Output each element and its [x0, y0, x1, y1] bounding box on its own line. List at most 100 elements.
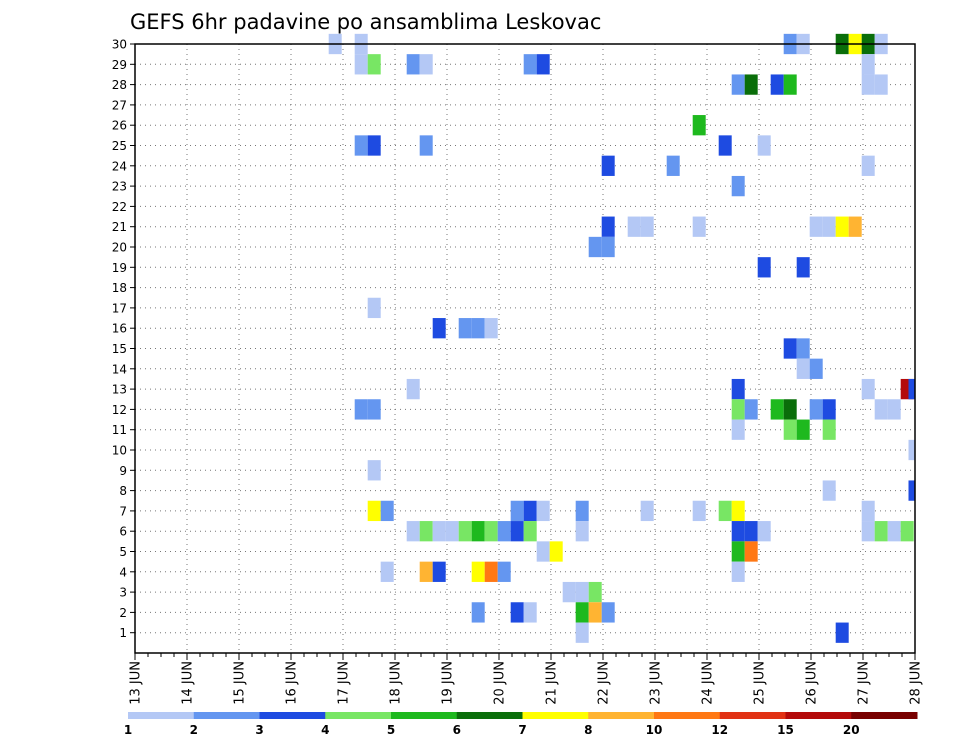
ensemble-cell	[809, 358, 823, 379]
ensemble-cell	[796, 419, 810, 440]
ensemble-cell	[575, 581, 589, 603]
y-tick-label: 7	[119, 504, 127, 518]
ensemble-cell	[718, 135, 732, 156]
ensemble-cell	[809, 399, 823, 420]
legend-level-label: 1	[124, 723, 132, 737]
ensemble-cell	[692, 500, 706, 522]
ensemble-cell	[640, 216, 654, 237]
ensemble-cell	[861, 521, 875, 542]
y-tick-label: 15	[112, 342, 127, 356]
ensemble-cell	[588, 236, 602, 258]
ensemble-cell	[536, 54, 550, 75]
ensemble-cell	[523, 521, 537, 542]
legend-level-label: 4	[321, 723, 329, 737]
ensemble-cell	[796, 257, 810, 278]
y-axis: 1234567891011121314151617181920212223242…	[112, 38, 135, 640]
ensemble-cell	[874, 521, 888, 542]
legend-swatch	[456, 712, 523, 719]
y-tick-label: 9	[119, 464, 127, 478]
ensemble-cell	[536, 500, 550, 522]
ensemble-cell	[796, 338, 810, 359]
ensemble-cells	[328, 33, 915, 643]
ensemble-cell	[692, 115, 706, 136]
ensemble-cell	[757, 135, 771, 156]
y-tick-label: 30	[112, 38, 127, 52]
ensemble-cell	[575, 602, 589, 623]
ensemble-cell	[796, 358, 810, 379]
ensemble-cell	[908, 378, 915, 400]
legend-swatch	[325, 712, 392, 719]
legend-level-label: 7	[518, 723, 526, 737]
ensemble-cell	[744, 541, 758, 562]
legend-level-label: 8	[584, 723, 592, 737]
legend-level-label: 5	[387, 723, 395, 737]
ensemble-cell	[471, 561, 485, 582]
ensemble-cell	[822, 419, 836, 440]
legend-swatch	[259, 712, 326, 719]
y-tick-label: 14	[112, 362, 127, 376]
ensemble-cell	[354, 135, 368, 156]
ensemble-cell	[718, 500, 732, 522]
ensemble-cell	[367, 399, 381, 420]
x-tick-label: 18 JUN	[389, 661, 404, 705]
y-tick-label: 25	[112, 139, 127, 153]
ensemble-cell	[835, 622, 849, 643]
ensemble-cell	[848, 216, 862, 237]
legend-swatch	[391, 712, 458, 719]
ensemble-cell	[432, 521, 446, 542]
y-tick-label: 22	[112, 200, 127, 214]
ensemble-cell	[692, 216, 706, 237]
ensemble-cell	[783, 74, 797, 95]
ensemble-cell	[380, 500, 394, 522]
ensemble-cell	[861, 74, 875, 95]
ensemble-cell	[908, 439, 915, 461]
ensemble-cell	[471, 318, 485, 339]
ensemble-cell	[783, 399, 797, 420]
x-tick-label: 14 JUN	[181, 661, 196, 705]
ensemble-cell	[783, 419, 797, 440]
ensemble-cell	[575, 622, 589, 643]
y-tick-label: 2	[119, 606, 127, 620]
x-tick-label: 26 JUN	[805, 661, 820, 705]
ensemble-cell	[367, 297, 381, 319]
legend-level-label: 6	[453, 723, 461, 737]
legend-swatch	[719, 712, 786, 719]
legend-level-label: 10	[646, 723, 663, 737]
ensemble-cell	[861, 378, 875, 400]
ensemble-cell	[666, 155, 680, 176]
x-tick-label: 22 JUN	[597, 661, 612, 705]
ensemble-cell	[601, 155, 615, 176]
y-tick-label: 10	[112, 444, 127, 458]
ensemble-cell	[445, 521, 459, 542]
y-tick-label: 23	[112, 180, 127, 194]
ensemble-cell	[380, 561, 394, 582]
plot-grid	[135, 44, 915, 653]
ensemble-cell	[575, 521, 589, 542]
ensemble-cell	[536, 541, 550, 562]
ensemble-cell	[861, 155, 875, 176]
ensemble-cell	[354, 399, 368, 420]
legend-level-label: 15	[777, 723, 794, 737]
y-tick-label: 21	[112, 220, 127, 234]
legend-level-label: 2	[190, 723, 198, 737]
ensemble-cell	[367, 500, 381, 522]
ensemble-cell	[731, 74, 745, 95]
y-tick-label: 13	[112, 383, 127, 397]
y-tick-label: 29	[112, 58, 127, 72]
ensemble-cell	[887, 399, 901, 420]
y-tick-label: 6	[119, 525, 127, 539]
legend-swatch	[522, 712, 589, 719]
legend-swatch	[193, 712, 260, 719]
ensemble-cell	[861, 54, 875, 75]
y-tick-label: 11	[112, 423, 127, 437]
ensemble-cell	[562, 581, 576, 603]
legend-swatch	[851, 712, 918, 719]
x-tick-label: 16 JUN	[285, 661, 300, 705]
y-tick-label: 28	[112, 78, 127, 92]
ensemble-cell	[744, 74, 758, 95]
ensemble-cell	[731, 561, 745, 582]
x-tick-label: 21 JUN	[545, 661, 560, 705]
y-tick-label: 19	[112, 261, 127, 275]
y-tick-label: 8	[119, 484, 127, 498]
